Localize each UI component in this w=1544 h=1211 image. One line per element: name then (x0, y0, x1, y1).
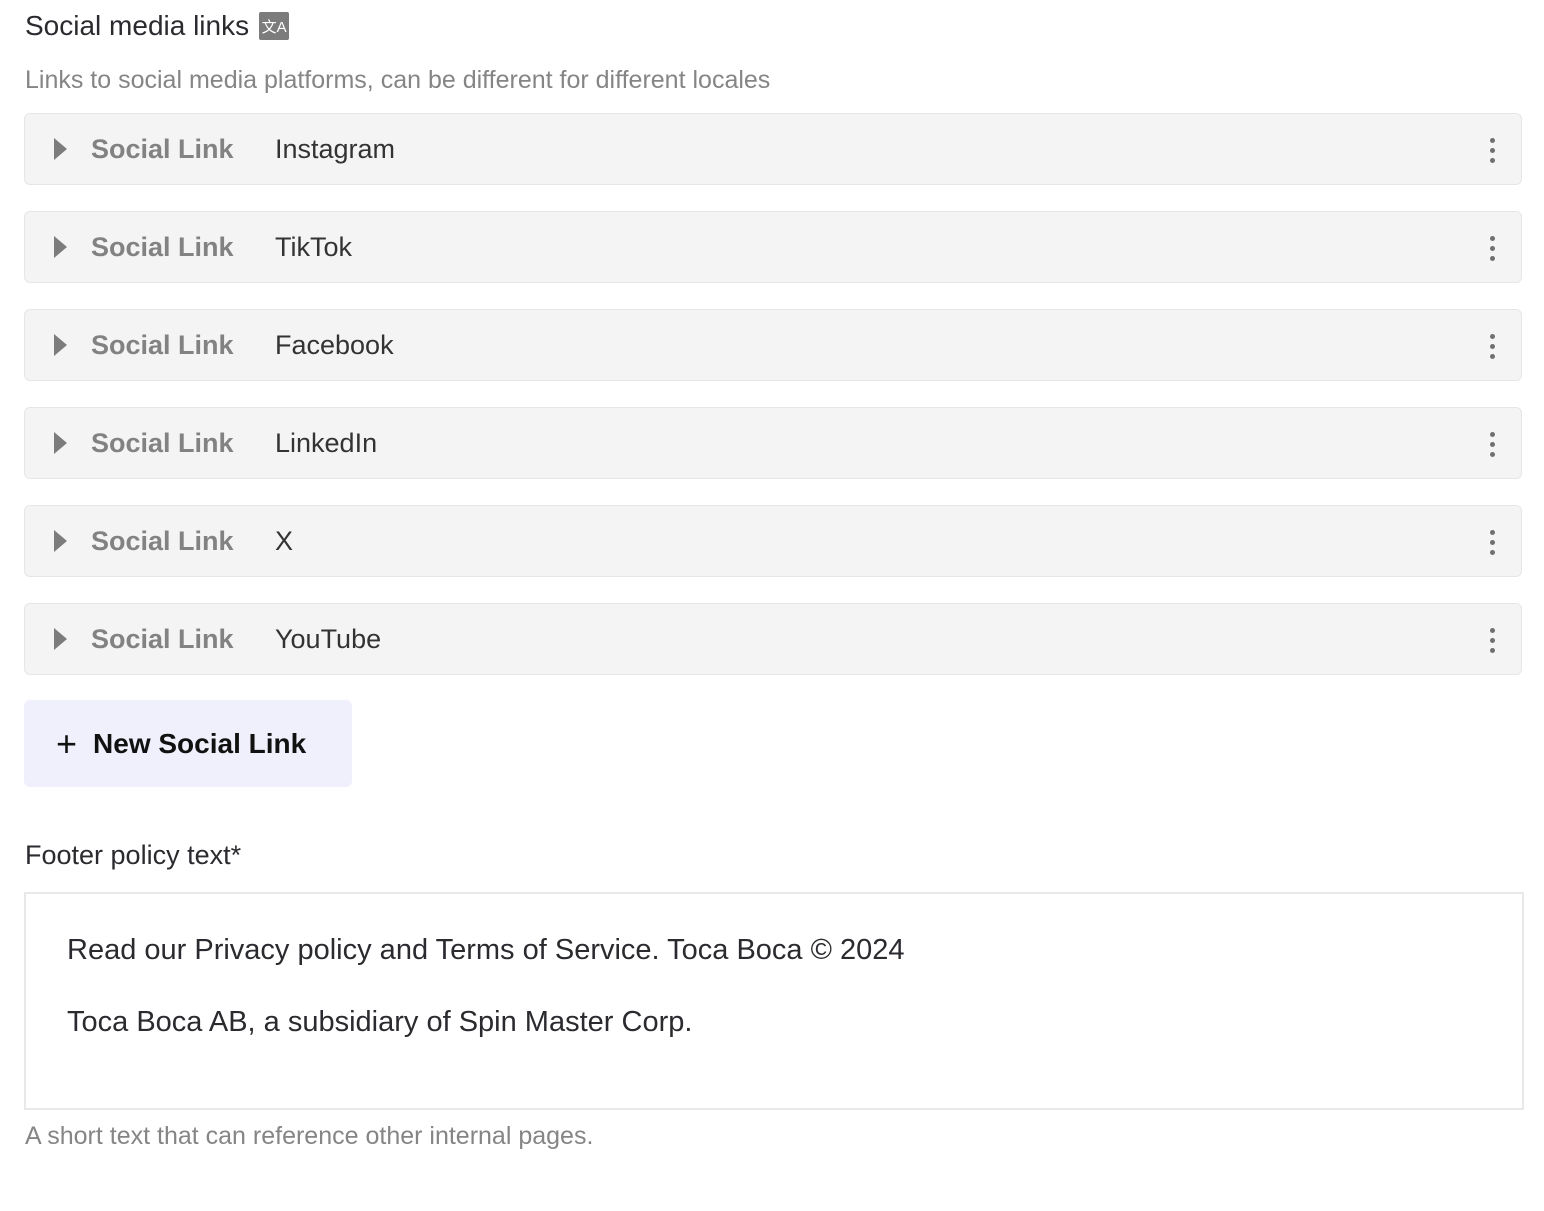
section-title-text: Social media links (25, 10, 250, 41)
row-type-label: Social Link (91, 525, 234, 556)
row-type-label: Social Link (91, 329, 234, 360)
row-type-label: Social Link (91, 427, 234, 458)
footer-policy-label: Footer policy text* (25, 840, 242, 870)
row-type-label: Social Link (91, 231, 234, 262)
plus-icon: + (56, 722, 78, 764)
expand-caret-icon[interactable] (54, 138, 67, 160)
row-value: LinkedIn (275, 427, 378, 458)
footer-policy-help: A short text that can reference other in… (25, 1122, 594, 1150)
social-link-row[interactable]: Social Link YouTube (24, 603, 1522, 675)
more-options-icon[interactable] (1490, 334, 1495, 359)
expand-caret-icon[interactable] (54, 236, 67, 258)
expand-caret-icon[interactable] (54, 334, 67, 356)
social-link-row[interactable]: Social Link X (24, 505, 1522, 577)
row-value: Facebook (275, 329, 394, 360)
row-value: X (275, 525, 294, 556)
more-options-icon[interactable] (1490, 432, 1495, 457)
row-type-label: Social Link (91, 133, 234, 164)
more-options-icon[interactable] (1490, 236, 1495, 261)
editor-paragraph[interactable]: Read our Privacy policy and Terms of Ser… (67, 934, 905, 966)
social-link-row[interactable]: Social Link TikTok (24, 211, 1522, 283)
social-link-row[interactable]: Social Link Facebook (24, 309, 1522, 381)
section-title: Social media links 文A (25, 10, 290, 42)
translate-icon: 文A (259, 12, 290, 40)
section-description: Links to social media platforms, can be … (25, 66, 771, 94)
more-options-icon[interactable] (1490, 138, 1495, 163)
more-options-icon[interactable] (1490, 530, 1495, 555)
expand-caret-icon[interactable] (54, 432, 67, 454)
footer-policy-editor[interactable]: Read our Privacy policy and Terms of Ser… (24, 892, 1524, 1110)
new-social-link-label: New Social Link (93, 727, 307, 759)
row-type-label: Social Link (91, 623, 234, 654)
row-value: Instagram (275, 133, 396, 164)
social-link-row[interactable]: Social Link Instagram (24, 113, 1522, 185)
new-social-link-button[interactable]: + New Social Link (24, 700, 352, 787)
editor-paragraph[interactable]: Toca Boca AB, a subsidiary of Spin Maste… (67, 1006, 693, 1038)
social-link-row[interactable]: Social Link LinkedIn (24, 407, 1522, 479)
row-value: TikTok (275, 231, 353, 262)
row-value: YouTube (275, 623, 382, 654)
expand-caret-icon[interactable] (54, 530, 67, 552)
more-options-icon[interactable] (1490, 628, 1495, 653)
expand-caret-icon[interactable] (54, 628, 67, 650)
